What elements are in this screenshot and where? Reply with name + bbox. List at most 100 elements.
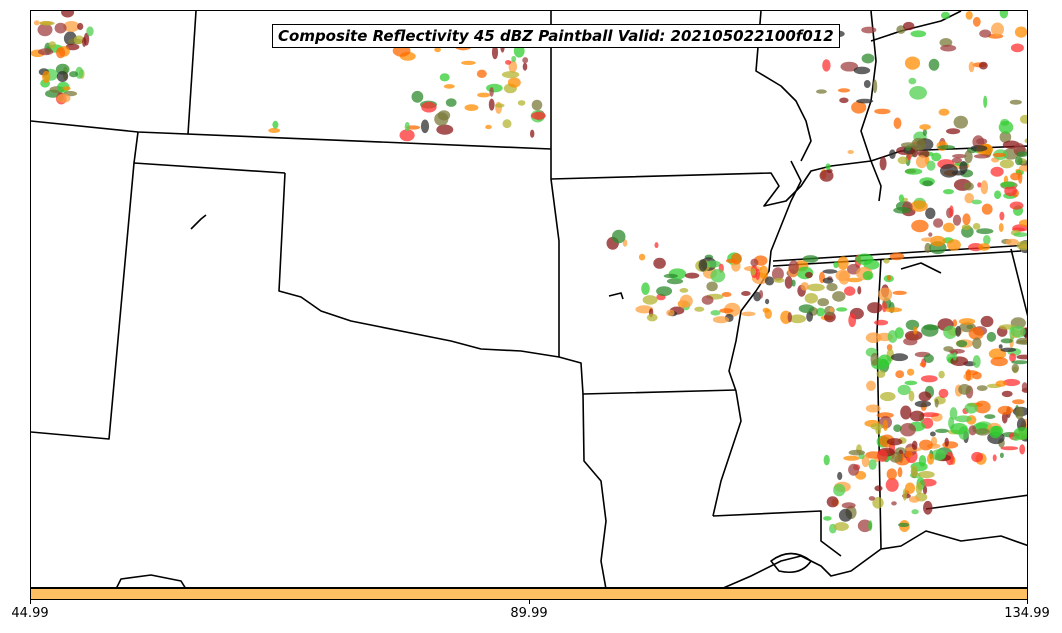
reflectivity-blob (958, 384, 971, 395)
reflectivity-blob (771, 267, 784, 281)
reflectivity-blob (911, 509, 919, 515)
reflectivity-blob (874, 319, 889, 326)
reflectivity-blob (934, 398, 939, 408)
reflectivity-blob (710, 269, 726, 283)
reflectivity-blob (913, 326, 918, 335)
reflectivity-blob (434, 112, 449, 126)
reflectivity-blob (964, 150, 973, 164)
reflectivity-blob (531, 111, 546, 120)
reflectivity-blob (1013, 427, 1027, 440)
reflectivity-blob (666, 309, 675, 316)
reflectivity-blob (943, 222, 955, 233)
reflectivity-blob (1001, 412, 1008, 424)
reflectivity-blob (837, 471, 843, 481)
reflectivity-blob (880, 391, 896, 402)
reflectivity-blob (952, 352, 957, 361)
reflectivity-blob (701, 295, 714, 305)
reflectivity-blob (878, 287, 893, 302)
reflectivity-blob (1010, 172, 1021, 181)
reflectivity-blob (33, 20, 40, 26)
reflectivity-blob (784, 276, 793, 289)
colorbar-tick-label: 89.99 (510, 606, 548, 621)
reflectivity-blob (807, 283, 825, 292)
reflectivity-blob (39, 21, 55, 26)
reflectivity-blob (872, 497, 884, 509)
reflectivity-blob (816, 89, 827, 94)
reflectivity-blob (798, 304, 815, 313)
reflectivity-blob (485, 124, 492, 130)
reservoir (190, 214, 207, 230)
state-border-la-ms (712, 510, 842, 557)
reflectivity-blob (893, 424, 902, 433)
reflectivity-blob (931, 449, 946, 461)
reflectivity-blob (822, 59, 831, 72)
reflectivity-blob (491, 45, 499, 60)
reflectivity-blob (886, 438, 903, 446)
reflectivity-blob (712, 316, 730, 324)
reflectivity-blob (826, 283, 838, 292)
reflectivity-blob (972, 223, 981, 230)
reflectivity-blob (56, 71, 69, 82)
reflectivity-blob (823, 454, 830, 466)
reflectivity-blob (911, 440, 918, 450)
reflectivity-blob (997, 405, 1014, 415)
reflectivity-blob (968, 425, 977, 436)
reflectivity-blob (436, 124, 454, 135)
reflectivity-blob (905, 451, 913, 458)
reflectivity-blob (439, 73, 450, 82)
reflectivity-blob (937, 145, 956, 150)
reflectivity-blob (889, 252, 905, 261)
reflectivity-blob (404, 121, 410, 132)
reflectivity-blob (911, 137, 926, 152)
reflectivity-blob (857, 519, 873, 533)
reflectivity-blob (908, 77, 917, 85)
reflectivity-blob (694, 306, 705, 312)
reflectivity-blob (501, 71, 520, 79)
reflectivity-blob (1000, 446, 1019, 451)
reflectivity-blob (611, 229, 626, 244)
tennessee-river (870, 160, 882, 202)
reflectivity-blob (983, 235, 991, 245)
reflectivity-blob (833, 261, 839, 268)
reflectivity-blob (999, 159, 1015, 169)
reflectivity-blob (933, 218, 944, 228)
reflectivity-blob (55, 63, 70, 75)
reflectivity-blob (999, 11, 1009, 19)
reflectivity-blob (998, 344, 1003, 349)
reflectivity-blob (999, 452, 1004, 458)
reflectivity-blob (898, 194, 905, 203)
reflectivity-blob (954, 415, 972, 423)
reflectivity-blob (1014, 26, 1027, 38)
reflectivity-blob (477, 92, 491, 98)
reflectivity-blob (949, 205, 954, 217)
reflectivity-blob (804, 293, 818, 304)
reflectivity-blob (952, 319, 958, 327)
reflectivity-blob (899, 423, 916, 437)
reflectivity-blob (891, 501, 897, 506)
reflectivity-blob (930, 431, 936, 437)
reflectivity-blob (706, 281, 718, 292)
reflectivity-blob (884, 307, 903, 313)
reflectivity-blob (805, 271, 813, 279)
reflectivity-blob (698, 259, 708, 272)
reflectivity-blob (684, 272, 700, 279)
map-panel: Composite Reflectivity 45 dBZ Paintball … (30, 10, 1028, 588)
colorbar-tick-mark (529, 600, 530, 604)
reflectivity-blob (952, 214, 962, 226)
reflectivity-blob (874, 485, 883, 492)
reflectivity-blob (61, 11, 75, 18)
state-border-al-ga (1010, 248, 1027, 317)
reflectivity-blob (902, 488, 907, 501)
reflectivity-blob (877, 449, 888, 462)
reflectivity-blob (941, 11, 950, 20)
reflectivity-blob (788, 260, 799, 275)
reflectivity-blob (843, 455, 860, 461)
reflectivity-blob (789, 314, 807, 324)
reflectivity-blob (964, 402, 978, 414)
reflectivity-blob (488, 98, 495, 111)
reflectivity-blob (918, 391, 932, 402)
reflectivity-blob (908, 496, 920, 503)
reflectivity-blob (445, 98, 457, 107)
reflectivity-blob (856, 98, 874, 104)
reflectivity-blob (641, 282, 650, 296)
